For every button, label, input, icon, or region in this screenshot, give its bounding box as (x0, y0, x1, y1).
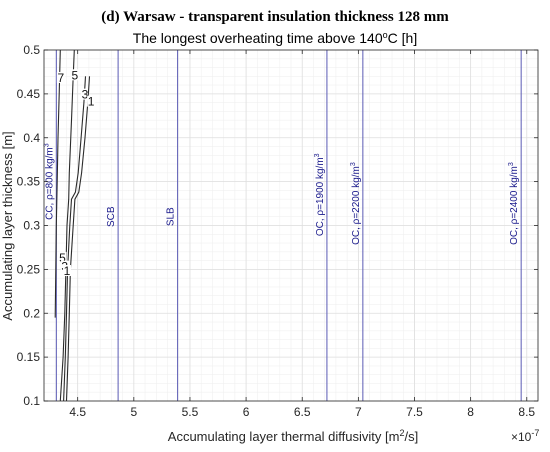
material-label: OC, ρ=2400 kg/m3 (508, 162, 520, 245)
grid (43, 49, 539, 402)
x-tick-label: 6 (243, 405, 250, 419)
y-tick-label: 0.35 (17, 175, 41, 189)
contour-label: 5 (72, 68, 79, 82)
y-tick-label: 0.25 (17, 262, 41, 276)
contour-label-bg (80, 88, 89, 100)
contour-line-3 (63, 76, 87, 402)
y-tick-label: 0.15 (17, 350, 41, 364)
x-tick-label: 5 (130, 405, 137, 419)
material-label: SLB (166, 207, 177, 226)
material-lines: CC, ρ=800 kg/m3 SCB SLB OC, ρ=1900 kg/m3 OC,… (43, 50, 522, 401)
contour-label-bg (70, 69, 79, 81)
contour-label-bg (87, 95, 96, 107)
x-multiplier: ×10-7 (511, 428, 539, 444)
y-tick-label: 0.4 (23, 131, 40, 145)
contour-label-bg (56, 71, 65, 83)
x-tick-label: 8 (467, 405, 474, 419)
x-axis-label: Accumulating layer thermal diffusivity [… (168, 428, 418, 444)
contour-label-bg (58, 251, 67, 263)
contour-line-5 (59, 49, 75, 402)
x-tick-label: 4.5 (69, 405, 86, 419)
x-tick-label: 7.5 (406, 405, 423, 419)
y-tick-label: 0.3 (23, 219, 40, 233)
y-tick-label: 0.1 (23, 394, 40, 408)
material-label: SCB (106, 206, 117, 227)
contour-label: 5 (59, 251, 66, 265)
suptitle: (d) Warsaw - transparent insulation thic… (101, 9, 449, 25)
y-tick-label: 0.2 (23, 306, 40, 320)
chart-title: The longest overheating time above 140oC… (133, 30, 417, 46)
contour-label: 1 (88, 95, 95, 109)
y-axis-label: Accumulating layer thickness [m] (0, 131, 15, 320)
material-label: OC, ρ=1900 kg/m3 (314, 153, 326, 236)
contour-label: 1 (64, 264, 71, 278)
x-tick-label: 8.5 (518, 405, 535, 419)
contour-label-bg (63, 265, 72, 277)
x-tick-label: 6.5 (294, 405, 311, 419)
y-tick-label: 0.5 (23, 43, 40, 57)
x-tick-label: 7 (355, 405, 362, 419)
contour-label: 7 (57, 71, 64, 85)
material-label: CC, ρ=800 kg/m3 (43, 143, 55, 220)
contour-line-1 (65, 76, 91, 402)
material-label: OC, ρ=2200 kg/m3 (350, 162, 362, 245)
x-tick-label: 5.5 (182, 405, 199, 419)
contours: 7553311 (54, 49, 96, 402)
contour-label: 3 (82, 88, 89, 102)
contour-line-7 (54, 49, 61, 318)
y-tick-label: 0.45 (17, 87, 41, 101)
axes: 4.5 5 5.5 6 6.5 7 7.5 8 8.5 0.1 0.15 0.2 0.25 0.3 0.35… (17, 43, 539, 419)
